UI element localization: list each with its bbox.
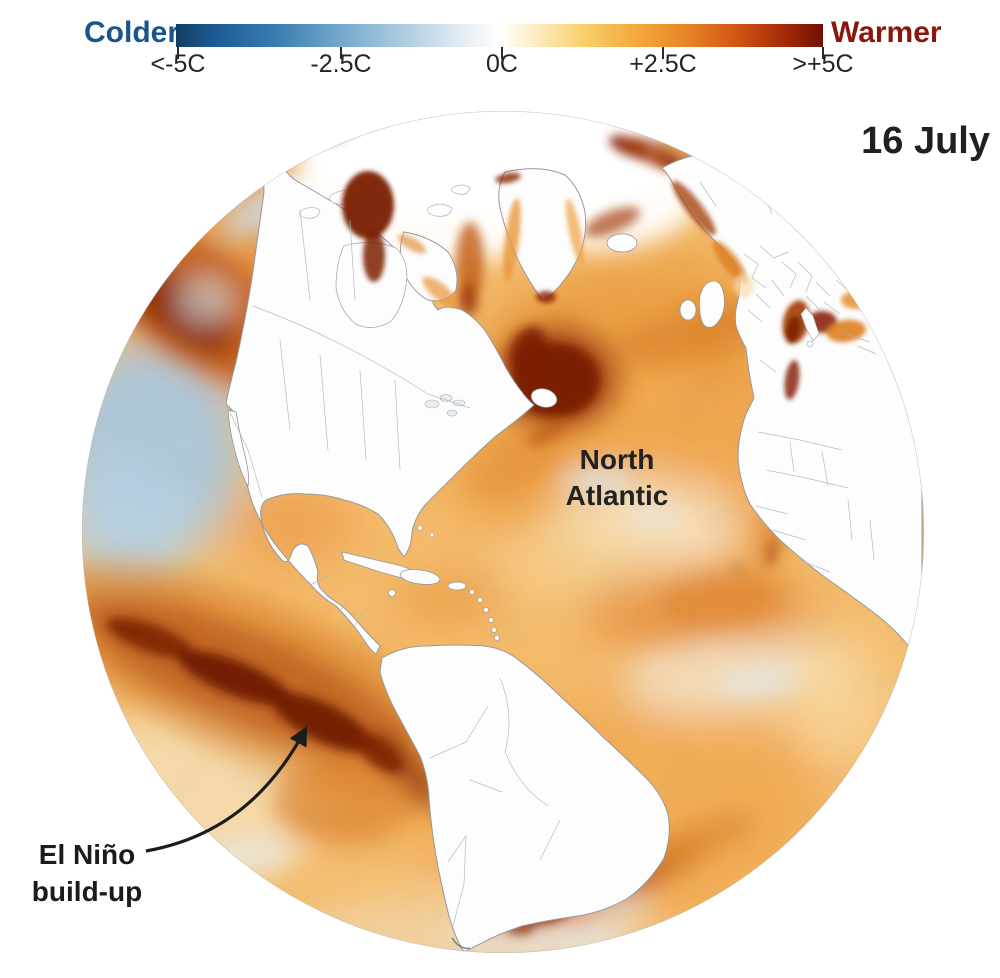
- el-nino-line2: build-up: [31, 876, 143, 907]
- scale-tick: [340, 47, 342, 59]
- date-label: 16 July: [861, 120, 990, 162]
- scale-tick-label: -2.5C: [310, 50, 372, 78]
- north-atlantic-line1: North: [579, 444, 655, 475]
- scale-tick: [662, 47, 664, 59]
- scale-tick-label: 0C: [486, 50, 518, 78]
- scale-tick: [501, 47, 503, 59]
- el-nino-line1: El Niño: [38, 839, 136, 870]
- scale-tick-label: <-5C: [150, 50, 206, 78]
- north-atlantic-annotation: North Atlantic: [517, 442, 717, 514]
- country-borders: [225, 171, 885, 949]
- legend-gradient-bar: [176, 24, 823, 47]
- legend-warmer-label: Warmer: [831, 16, 942, 49]
- scale-tick: [177, 47, 179, 59]
- el-nino-arrow: [145, 726, 308, 853]
- scale-tick-label: >+5C: [792, 50, 854, 78]
- el-nino-annotation: El Niño build-up: [12, 836, 162, 910]
- north-atlantic-line2: Atlantic: [565, 480, 669, 511]
- scale-tick-label: +2.5C: [629, 50, 697, 78]
- scale-tick: [822, 47, 824, 59]
- legend-colder-label: Colder: [84, 16, 180, 49]
